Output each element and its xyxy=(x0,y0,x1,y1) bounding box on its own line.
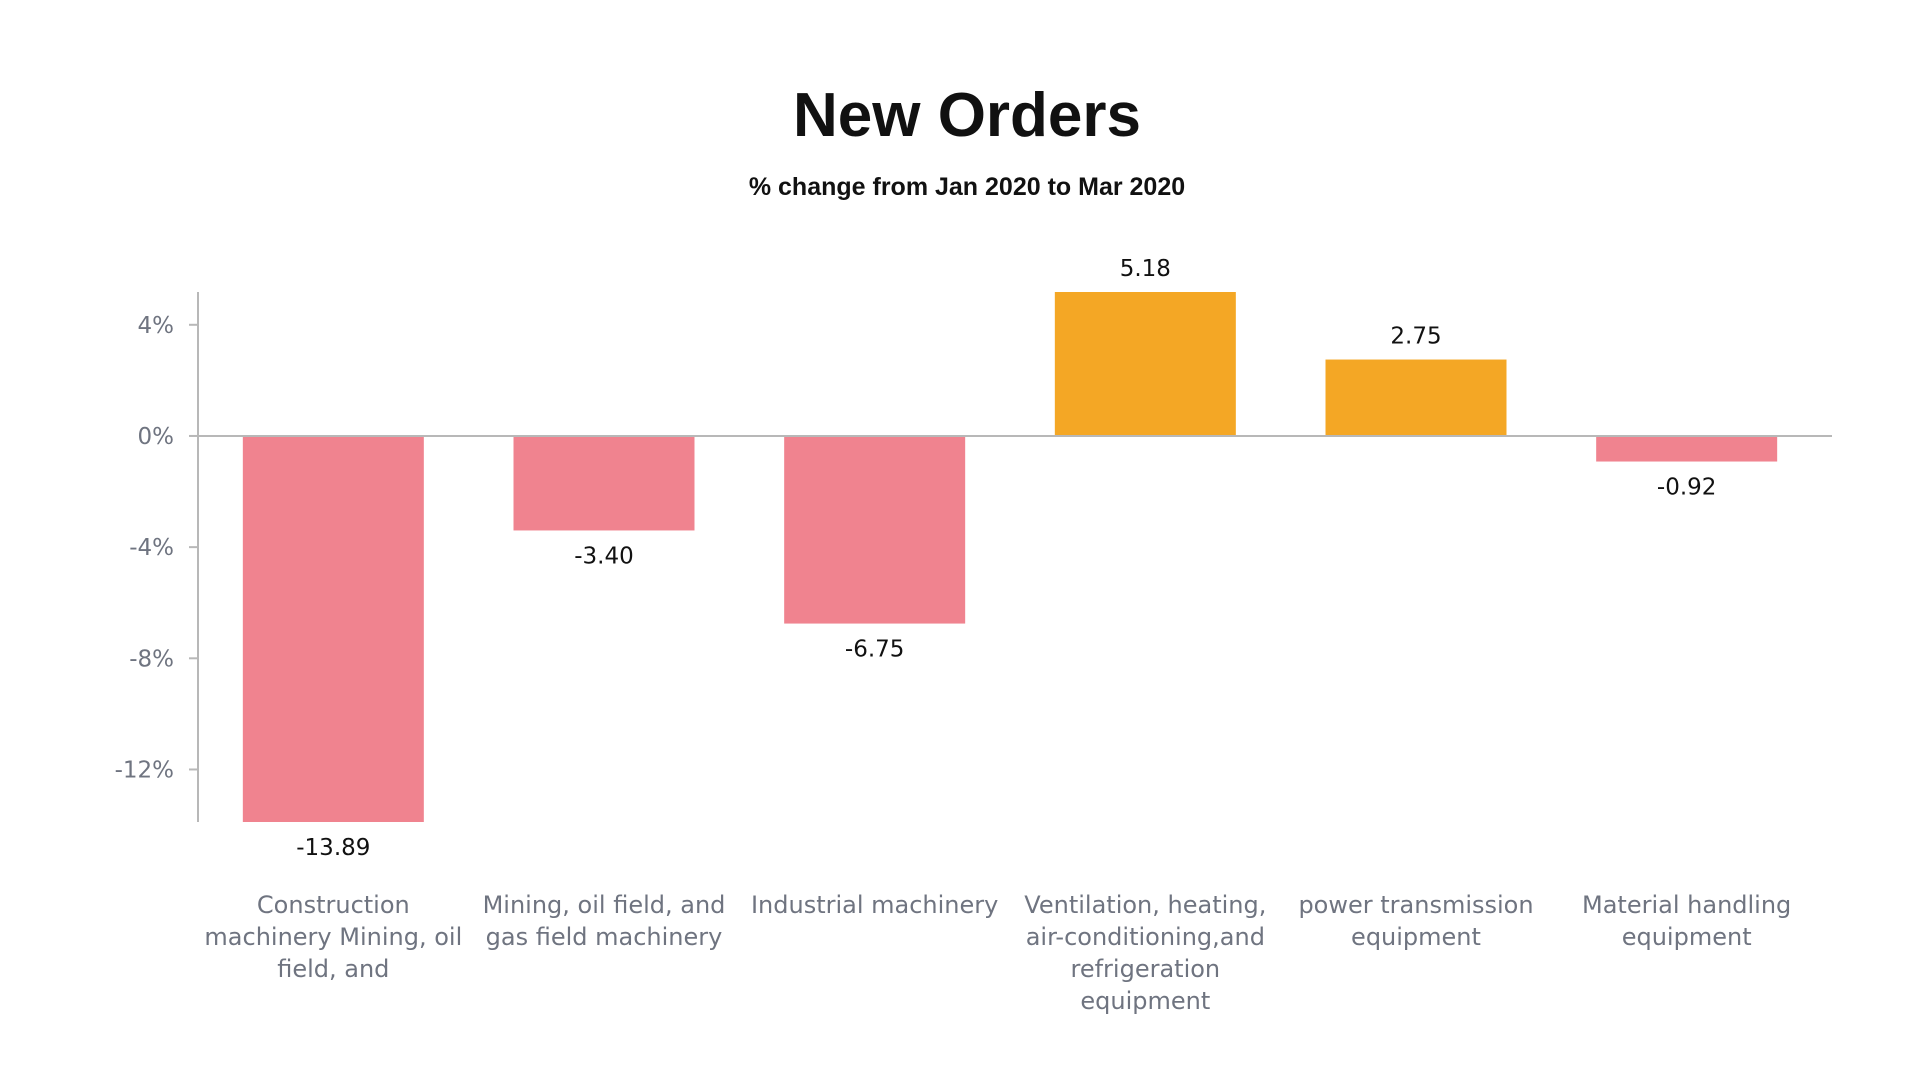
plot-area: 4% 0% -4% -8% -12% -13.89 Construction machiner… xyxy=(115,256,1832,1015)
bar xyxy=(1596,435,1778,462)
x-tick-label: Material handling equipment xyxy=(1582,891,1791,951)
y-tick-label: -12% xyxy=(115,757,174,783)
data-label: -13.89 xyxy=(296,835,370,861)
y-tick-label: -4% xyxy=(129,535,174,561)
data-label: -0.92 xyxy=(1657,475,1717,501)
data-label: 5.18 xyxy=(1120,256,1171,282)
y-tick-label: 4% xyxy=(138,313,175,339)
x-tick-label: Mining, oil field, and gas field machiner… xyxy=(483,891,726,951)
data-label: -3.40 xyxy=(574,543,634,569)
y-tick-label: -8% xyxy=(129,646,174,672)
bar xyxy=(513,435,695,531)
y-tick-label: 0% xyxy=(138,424,175,450)
bar xyxy=(1054,292,1236,436)
data-label: 2.75 xyxy=(1390,324,1441,350)
chart-subtitle: % change from Jan 2020 to Mar 2020 xyxy=(749,173,1185,201)
x-tick-label: Industrial machinery xyxy=(751,891,998,919)
chart-title: New Orders xyxy=(793,81,1141,150)
x-tick-label: power transmission equipment xyxy=(1298,891,1533,951)
bar xyxy=(242,435,424,822)
data-label: -6.75 xyxy=(845,637,905,663)
x-tick-label: Ventilation, heating, air-conditioning,an… xyxy=(1024,891,1266,1015)
x-tick-label: Construction machinery Mining, oil field, … xyxy=(204,891,462,983)
bar xyxy=(784,435,966,624)
bar xyxy=(1325,359,1507,436)
